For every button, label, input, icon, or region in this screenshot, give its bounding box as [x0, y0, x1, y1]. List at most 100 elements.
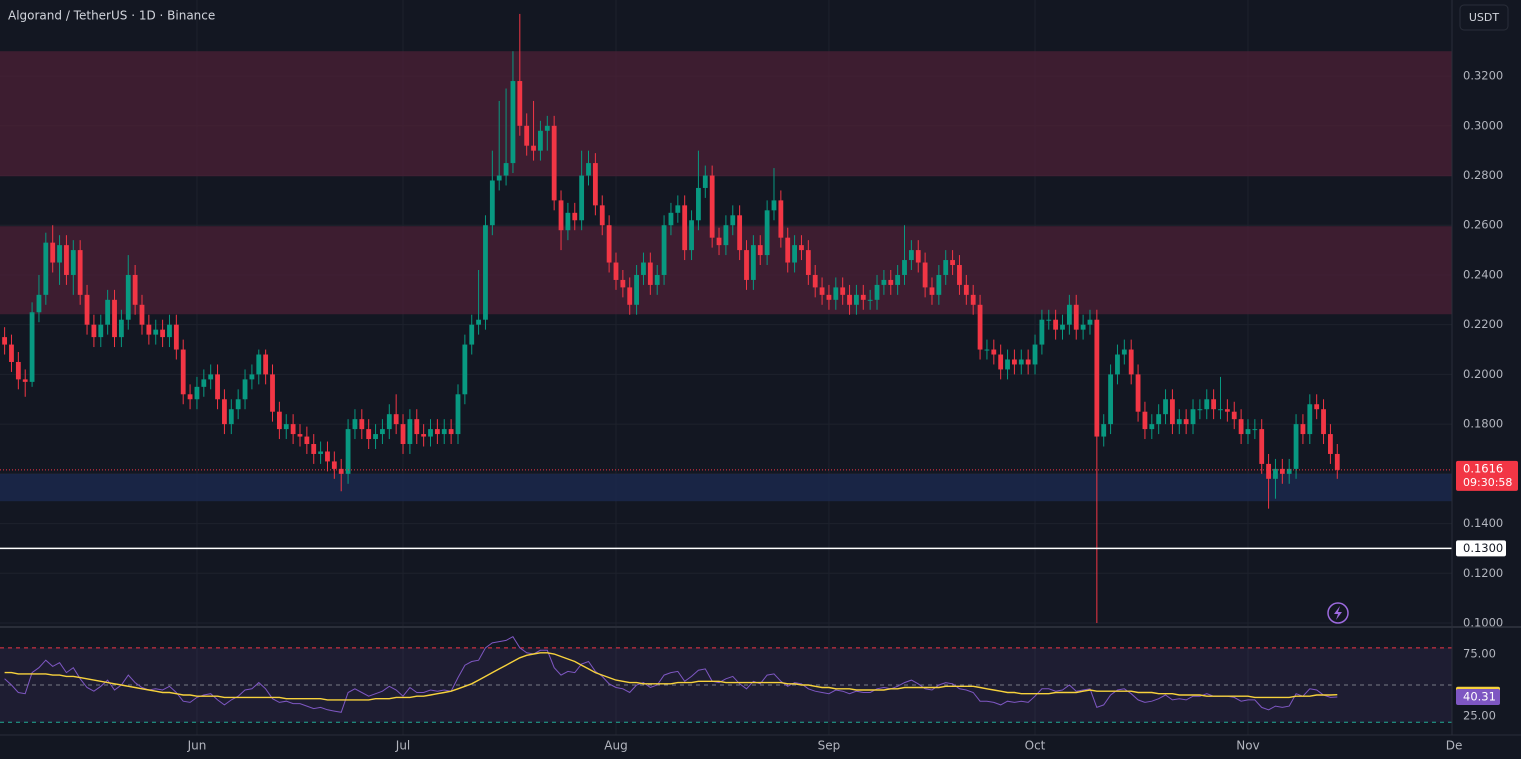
candle-body	[194, 386, 200, 400]
candle-body	[297, 434, 303, 437]
candle-body	[1066, 304, 1072, 325]
candle-body	[833, 287, 839, 300]
candle-body	[860, 294, 866, 300]
candle-body	[112, 299, 117, 338]
alert-icon[interactable]	[1327, 602, 1349, 624]
candle-body	[270, 374, 275, 412]
level-label: 0.1300	[1463, 541, 1503, 555]
candle-body	[139, 304, 145, 325]
candle-body	[744, 250, 749, 280]
candle-body	[167, 324, 172, 338]
candle-body	[785, 237, 791, 263]
y-tick-label: 0.1000	[1463, 616, 1503, 630]
value-label-box	[1456, 689, 1500, 706]
candle-body	[1046, 319, 1052, 321]
candle-body	[1108, 374, 1113, 425]
candle-body	[359, 419, 365, 430]
candle-body	[1025, 359, 1031, 365]
candle-body	[902, 260, 907, 275]
candle-body	[647, 262, 653, 285]
candle-body	[998, 354, 1004, 370]
candle-body	[702, 175, 708, 188]
candle-body	[448, 429, 454, 435]
candle-body	[544, 125, 550, 131]
candle-body	[1135, 374, 1141, 412]
candle-body	[366, 429, 372, 440]
candle-body	[1156, 414, 1162, 425]
candle-body	[118, 319, 124, 338]
candle-body	[331, 461, 337, 469]
candle-body	[276, 411, 282, 430]
candle-body	[146, 324, 152, 335]
candle-body	[242, 379, 248, 400]
candle-body	[462, 344, 468, 395]
candle-body	[689, 220, 694, 251]
candle-body	[132, 274, 138, 305]
candle-body	[696, 187, 701, 221]
candle-body	[469, 324, 475, 345]
candle-body	[847, 294, 852, 305]
candle-body	[750, 245, 756, 280]
y-tick-label: 0.2600	[1463, 218, 1503, 232]
candle-body	[352, 419, 358, 430]
candle-body	[187, 394, 193, 400]
candle-body	[682, 205, 688, 251]
candle-body	[9, 344, 14, 362]
candle-body	[558, 200, 564, 231]
y-tick-label: 0.1800	[1463, 417, 1503, 431]
candle-body	[1293, 424, 1299, 469]
candle-body	[1176, 419, 1182, 425]
candle-body	[496, 175, 502, 181]
currency-button[interactable]	[1459, 4, 1509, 31]
candle-body	[1314, 404, 1320, 410]
candle-body	[1238, 419, 1244, 435]
x-tick-label: Nov	[1236, 739, 1259, 753]
candle-body	[654, 274, 660, 285]
candle-body	[15, 361, 21, 380]
candle-body	[1101, 424, 1107, 437]
y-tick-label: 0.3000	[1463, 118, 1503, 132]
candle-body	[125, 274, 131, 320]
candle-body	[1183, 419, 1189, 425]
x-tick-label: Sep	[818, 739, 841, 753]
value-label: 40.31	[1463, 690, 1496, 704]
candle-body	[599, 205, 605, 226]
candle-body	[668, 212, 674, 226]
candle-body	[249, 374, 255, 380]
candle-body	[393, 414, 399, 425]
candle-body	[173, 324, 179, 350]
candle-body	[888, 279, 894, 285]
candle-body	[1259, 429, 1265, 464]
candle-body	[1224, 409, 1230, 412]
candle-body	[1334, 453, 1340, 470]
candle-body	[1121, 349, 1127, 355]
candle-body	[854, 294, 859, 305]
candle-body	[1190, 409, 1196, 425]
price-label: 0.1616	[1463, 461, 1503, 475]
level-label-box	[1456, 540, 1506, 557]
candle-body	[489, 180, 495, 226]
candle-body	[1279, 468, 1285, 474]
candle-body	[201, 379, 207, 387]
candle-body	[929, 287, 935, 295]
candle-body	[1321, 409, 1326, 435]
candle-body	[380, 429, 385, 435]
candle-body	[737, 215, 743, 251]
icon-bolt[interactable]	[1334, 606, 1342, 620]
candle-body	[1218, 409, 1223, 411]
candle-body	[1053, 319, 1059, 330]
candle-body	[950, 260, 955, 266]
candle-body	[428, 429, 433, 437]
candle-body	[1149, 424, 1155, 430]
candle-body	[345, 429, 351, 474]
y-tick-label: 0.2000	[1463, 367, 1503, 381]
candle-body	[283, 424, 289, 430]
icon-ring[interactable]	[1327, 602, 1349, 624]
candle-body	[613, 262, 619, 280]
candle-body	[373, 434, 378, 440]
currency-label[interactable]: USDT	[1469, 11, 1500, 24]
candle-body	[215, 374, 220, 400]
candle-body	[1204, 399, 1210, 410]
candle-body	[64, 245, 69, 275]
